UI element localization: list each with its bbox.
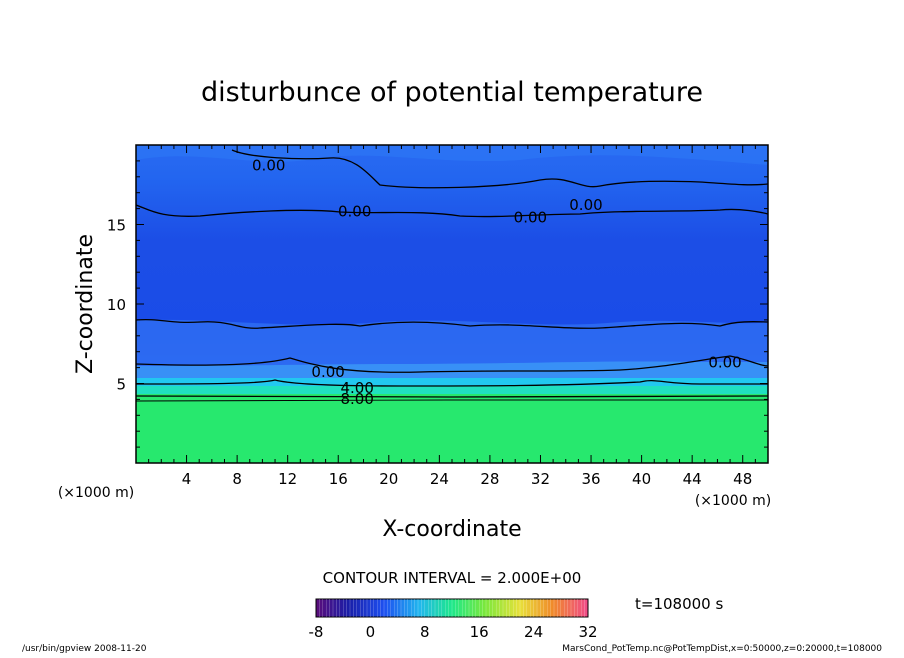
contour-line-8 xyxy=(136,395,768,398)
contour-label: 0.00 xyxy=(514,209,547,227)
x-tick-label: 40 xyxy=(632,470,651,488)
colorbar-tick-label: 16 xyxy=(470,623,489,641)
colorbar-tick-label: 0 xyxy=(366,623,376,641)
contour-label: 0.00 xyxy=(311,363,344,381)
field-top-band xyxy=(136,145,768,165)
x-unit-label-right: (×1000 m) xyxy=(695,493,771,509)
y-axis: 5 10 15 xyxy=(107,160,768,448)
chart-title: disturbunce of potential temperature xyxy=(201,77,703,108)
contour-label: 4.00 xyxy=(340,379,373,397)
contour-label-group: 0.000.00 0.000.000.000.004.008.00 xyxy=(252,156,742,408)
colorbar-tick-label: 24 xyxy=(524,623,543,641)
plot-field xyxy=(136,145,768,463)
contour-label: 0.00 xyxy=(252,156,285,174)
colorbar-tick-label: 8 xyxy=(420,623,430,641)
colorbar-ticks: -8 0 8 16 24 32 xyxy=(309,623,598,641)
contour-label: 0.00 xyxy=(338,202,371,220)
field-green-layer xyxy=(136,394,768,463)
x-tick-label: 4 xyxy=(182,470,192,488)
x-tick-label: 28 xyxy=(480,470,499,488)
contour-label: 0.00 xyxy=(708,353,741,371)
contour-line-15km xyxy=(136,204,768,218)
contour-interval: CONTOUR INTERVAL = 2.000E+00 xyxy=(323,569,582,587)
field-cyan-band xyxy=(136,378,768,386)
contour-label: 0.00 xyxy=(569,196,602,214)
y-tick-label: 10 xyxy=(107,296,126,314)
footer-left: /usr/bin/gpview 2008-11-20 xyxy=(22,644,147,654)
x-tick-label: 16 xyxy=(329,470,348,488)
footer-right: MarsCond_PotTemp.nc@PotTempDist,x=0:5000… xyxy=(562,644,882,654)
contour-line-8b xyxy=(136,399,768,402)
contour-line-upper xyxy=(231,149,768,189)
y-tick-label: 15 xyxy=(107,217,126,235)
x-unit-label-left: (×1000 m) xyxy=(58,485,134,501)
time-label: t=108000 s xyxy=(635,595,723,613)
colorbar-tick-label: -8 xyxy=(309,623,324,641)
x-tick-label: 32 xyxy=(531,470,550,488)
x-tick-label: 8 xyxy=(232,470,242,488)
contour-label: 8.00 xyxy=(340,390,373,408)
contour-line-4 xyxy=(136,379,768,387)
contour-lines xyxy=(136,149,768,402)
x-tick-label: 24 xyxy=(430,470,449,488)
contour-line-8km xyxy=(136,318,768,329)
x-tick-label: 44 xyxy=(683,470,702,488)
y-tick-label: 5 xyxy=(116,376,126,394)
colorbar-tick-label: 32 xyxy=(578,623,597,641)
x-tick-label: 48 xyxy=(733,470,752,488)
x-tick-label: 12 xyxy=(278,470,297,488)
colorbar-stripes xyxy=(319,599,585,617)
y-axis-title: Z-coordinate xyxy=(73,234,98,374)
x-axis: 4 8 12 16 20 24 28 32 36 40 44 48 xyxy=(148,145,756,488)
field-mid-band xyxy=(136,319,768,368)
x-axis-title: X-coordinate xyxy=(382,517,521,542)
x-tick-label: 20 xyxy=(379,470,398,488)
field-teal-band xyxy=(136,386,768,394)
x-tick-label: 36 xyxy=(581,470,600,488)
contour-line-0 xyxy=(136,355,768,373)
